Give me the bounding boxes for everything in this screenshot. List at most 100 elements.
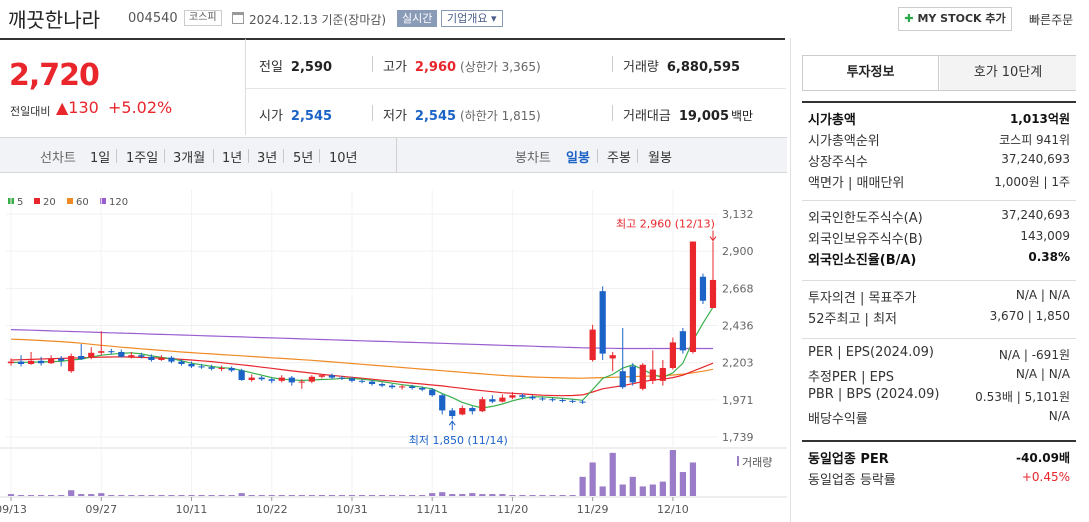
volume-bar xyxy=(519,495,526,497)
volume-bar xyxy=(499,494,506,496)
info-row: 동일업종 PER -40.09배 xyxy=(802,446,1076,467)
volume-bar xyxy=(619,484,626,496)
high-annotation: 최고 2,960 (12/13) xyxy=(616,218,715,231)
candle-body xyxy=(328,375,336,378)
candle-body xyxy=(118,351,125,357)
candle-body xyxy=(238,370,245,381)
period-10y[interactable]: 10년 xyxy=(329,151,358,166)
company-overview-dropdown[interactable]: 기업개요 ▾ xyxy=(441,10,503,27)
volume-bar xyxy=(449,494,456,496)
opinion-section: 투자의견 | 목표주가 N/A | N/A 52주최고 | 최저 3,670 | 1,… xyxy=(802,280,1076,327)
candle-body xyxy=(509,395,516,398)
volume-bar xyxy=(138,495,145,497)
quote-row-2: 시가 2,545 저가 2,545 (하한가 1,815) 거래대금 19,005 백만 xyxy=(246,88,786,136)
volume-bar xyxy=(27,495,35,497)
company-name: 깨끗한나라 xyxy=(8,8,100,32)
quick-order-link[interactable]: 빠른주문 xyxy=(1029,13,1074,27)
period-3m[interactable]: 3개월 xyxy=(173,151,206,166)
candle-body xyxy=(549,399,556,401)
candle-body xyxy=(559,400,566,402)
info-row: 상장주식수 37,240,693 xyxy=(802,149,1076,170)
volume-bar xyxy=(388,495,396,497)
stock-code: 004540 xyxy=(128,11,178,26)
candle-body xyxy=(659,368,666,381)
candle-body xyxy=(98,351,105,353)
candle-body xyxy=(188,364,195,367)
industry-section: 동일업종 PER -40.09배 동일업종 등락률 +0.45% xyxy=(802,440,1076,488)
info-label: PER | EPS(2024.09) xyxy=(808,345,934,360)
info-row: 외국인보유주식수(B) 143,009 xyxy=(802,226,1076,247)
tab-orderbook-10[interactable]: 호가 10단계 xyxy=(940,56,1076,90)
info-value: -40.09배 xyxy=(1016,451,1070,465)
candle-weekly[interactable]: 주봉 xyxy=(607,151,631,166)
volume-bar xyxy=(98,493,105,496)
info-row: PER | EPS(2024.09) N/A | -691원 xyxy=(802,343,1076,364)
ma60-line xyxy=(10,338,714,379)
candle-body xyxy=(419,388,426,390)
volume-bar xyxy=(298,495,305,497)
quote-row-1: 전일 2,590 고가 2,960 (상한가 3,365) 거래량 6,880,595 xyxy=(246,40,786,88)
trade-amount: 거래대금 19,005 백만 xyxy=(623,109,754,124)
candle-body xyxy=(429,389,436,396)
candle-body xyxy=(489,399,496,402)
period-1w[interactable]: 1주일 xyxy=(126,151,159,166)
legend-label: 5 xyxy=(17,197,23,208)
candle-body xyxy=(48,358,55,364)
candle-body xyxy=(17,361,25,365)
ma20-line xyxy=(10,356,714,397)
candle-body xyxy=(439,395,446,411)
volume-bar xyxy=(258,495,265,497)
info-label: 외국인한도주식수(A) xyxy=(808,211,923,226)
current-price-panel: 2,720 전일대비 ▲130 +5.02% xyxy=(0,38,245,135)
info-value: N/A | N/A xyxy=(1015,288,1070,302)
info-label: 배당수익률 xyxy=(808,412,868,427)
realtime-button[interactable]: 실시간 xyxy=(397,10,438,27)
volume-bar xyxy=(589,462,596,496)
volume-bar xyxy=(479,494,486,496)
volume-bar xyxy=(629,476,636,496)
legend-swatch xyxy=(34,198,40,204)
info-label: 동일업종 등락률 xyxy=(808,473,896,488)
period-1d[interactable]: 1일 xyxy=(90,151,111,166)
volume-bar xyxy=(108,495,115,497)
y-tick-label: 2,900 xyxy=(722,245,754,258)
info-value: 코스피 941위 xyxy=(999,133,1070,147)
legend-swatch xyxy=(100,198,106,204)
market-badge: 코스피 xyxy=(184,10,222,26)
tab-investment-info[interactable]: 투자정보 xyxy=(803,56,939,90)
volume-bar xyxy=(338,495,346,497)
volume-bar xyxy=(68,490,75,496)
volume-bar xyxy=(439,492,446,496)
volume-bar xyxy=(168,495,175,497)
info-row: 추정PER | EPS N/A | N/A xyxy=(802,364,1076,385)
candle-body xyxy=(479,399,486,412)
candle-chart-label: 봉차트 xyxy=(515,151,551,166)
candle-body xyxy=(368,381,376,385)
volume-bar xyxy=(268,495,275,497)
period-5y[interactable]: 5년 xyxy=(293,151,314,166)
add-mystock-button[interactable]: ✚ MY STOCK 추가 xyxy=(898,7,1012,31)
investment-info-panel: 투자정보 호가 10단계 시가총액 1,013억원 시가총액순위 코스피 941위 상장… xyxy=(790,38,1089,522)
candle-body xyxy=(348,378,356,381)
info-label: 외국인소진율(B/A) xyxy=(808,253,917,268)
low-annotation: 최저 1,850 (11/14) xyxy=(409,434,508,447)
volume-bar xyxy=(378,495,386,497)
candle-body xyxy=(449,410,456,417)
info-value: N/A xyxy=(1048,409,1070,423)
info-row: 배당수익률 N/A xyxy=(802,406,1076,427)
period-1y[interactable]: 1년 xyxy=(222,151,243,166)
candle-daily[interactable]: 일봉 xyxy=(566,151,590,166)
candle-body xyxy=(399,386,406,388)
volume-bar xyxy=(58,495,65,497)
add-mystock-label: MY STOCK 추가 xyxy=(917,12,1006,25)
price-chart[interactable]: 5 20 60 120 3,132 2,900 2,668 2,436 2,203 1,971 1,… xyxy=(0,190,787,522)
period-3y[interactable]: 3년 xyxy=(257,151,278,166)
candle-body xyxy=(619,371,626,388)
candle-body xyxy=(78,355,85,360)
candle-body xyxy=(679,331,687,351)
info-row: 액면가 | 매매단위 1,000원 | 1주 xyxy=(802,170,1076,191)
candle-monthly[interactable]: 월봉 xyxy=(648,151,672,166)
base-date: 2024.12.13 기준(장마감) xyxy=(249,13,387,27)
info-value: N/A | -691원 xyxy=(998,348,1070,362)
legend-label: 20 xyxy=(43,197,56,208)
